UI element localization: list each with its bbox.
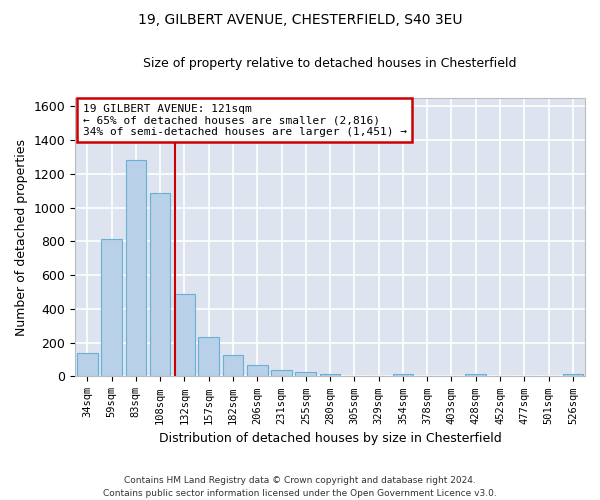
Bar [199,337,219,376]
Bar [77,353,98,376]
Bar [247,366,268,376]
Bar [101,239,122,376]
Bar [174,294,195,376]
X-axis label: Distribution of detached houses by size in Chesterfield: Distribution of detached houses by size … [159,432,502,445]
Bar [295,372,316,376]
Bar [320,374,340,376]
Y-axis label: Number of detached properties: Number of detached properties [15,138,28,336]
Title: Size of property relative to detached houses in Chesterfield: Size of property relative to detached ho… [143,58,517,70]
Bar [271,370,292,376]
Bar [125,160,146,376]
Bar [392,374,413,376]
Text: 19 GILBERT AVENUE: 121sqm
← 65% of detached houses are smaller (2,816)
34% of se: 19 GILBERT AVENUE: 121sqm ← 65% of detac… [83,104,407,137]
Bar [223,355,243,376]
Bar [563,374,583,376]
Bar [466,374,486,376]
Bar [150,192,170,376]
Text: Contains HM Land Registry data © Crown copyright and database right 2024.
Contai: Contains HM Land Registry data © Crown c… [103,476,497,498]
Text: 19, GILBERT AVENUE, CHESTERFIELD, S40 3EU: 19, GILBERT AVENUE, CHESTERFIELD, S40 3E… [138,12,462,26]
